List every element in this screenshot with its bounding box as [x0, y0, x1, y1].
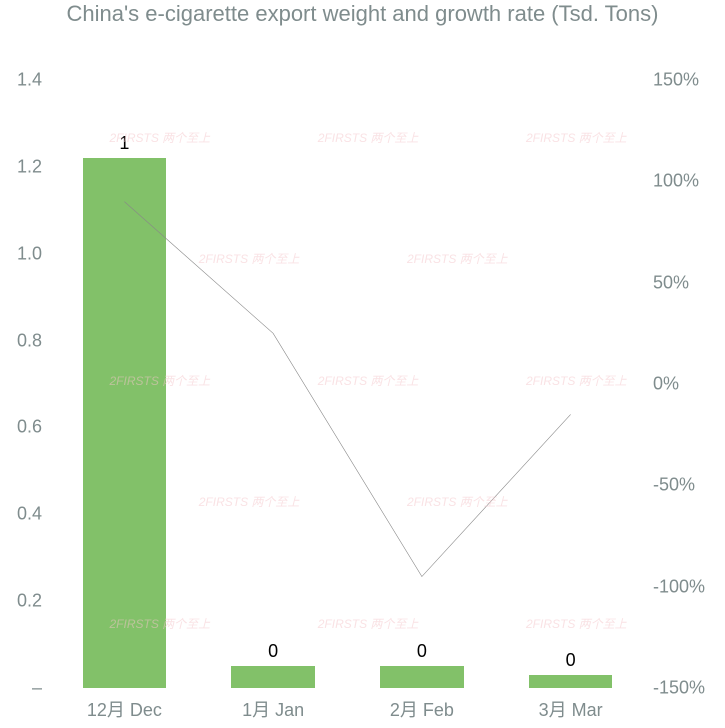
- chart-container: China's e-cigarette export weight and gr…: [0, 0, 725, 728]
- y-right-tick: 100%: [653, 171, 699, 192]
- y-left-tick: 1.0: [17, 243, 42, 264]
- y-right-tick: 50%: [653, 272, 689, 293]
- bar-label: 0: [268, 641, 278, 662]
- y-left-tick: 0.2: [17, 591, 42, 612]
- y-right-tick: 150%: [653, 70, 699, 91]
- y-right-tick: -50%: [653, 475, 695, 496]
- watermark: 2FIRSTS 两个至上: [526, 615, 627, 632]
- y-right-tick: 0%: [653, 374, 679, 395]
- y-left-tick: 0.4: [17, 504, 42, 525]
- y-left-tick: 0.6: [17, 417, 42, 438]
- y-left-tick: 1.2: [17, 156, 42, 177]
- x-tick: 12月 Dec: [87, 696, 162, 722]
- bar-label: 0: [417, 641, 427, 662]
- watermark: 2FIRSTS 两个至上: [318, 615, 419, 632]
- bar-dec: 1: [83, 158, 166, 688]
- x-tick: 1月 Jan: [242, 696, 304, 722]
- y-left-tick: 0.8: [17, 330, 42, 351]
- watermark: 2FIRSTS 两个至上: [526, 372, 627, 389]
- y-left-tick: –: [32, 678, 42, 699]
- y-right-tick: -150%: [653, 678, 705, 699]
- bar-feb: 0: [380, 666, 463, 688]
- bar-jan: 0: [231, 666, 314, 688]
- watermark: 2FIRSTS 两个至上: [407, 250, 508, 267]
- y-left-tick: 1.4: [17, 70, 42, 91]
- x-tick: 2月 Feb: [390, 696, 454, 722]
- bar-mar: 0: [529, 675, 612, 688]
- watermark: 2FIRSTS 两个至上: [199, 250, 300, 267]
- bar-label: 1: [119, 133, 129, 154]
- y-right-tick: -100%: [653, 576, 705, 597]
- plot-area: 1.4 1.2 1.0 0.8 0.6 0.4 0.2 – 150% 100% …: [50, 80, 645, 688]
- watermark: 2FIRSTS 两个至上: [318, 372, 419, 389]
- x-tick: 3月 Mar: [539, 696, 603, 722]
- bar-label: 0: [566, 650, 576, 671]
- watermark: 2FIRSTS 两个至上: [526, 129, 627, 146]
- watermark: 2FIRSTS 两个至上: [318, 129, 419, 146]
- watermark: 2FIRSTS 两个至上: [407, 493, 508, 510]
- watermark: 2FIRSTS 两个至上: [199, 493, 300, 510]
- chart-title: China's e-cigarette export weight and gr…: [0, 0, 725, 29]
